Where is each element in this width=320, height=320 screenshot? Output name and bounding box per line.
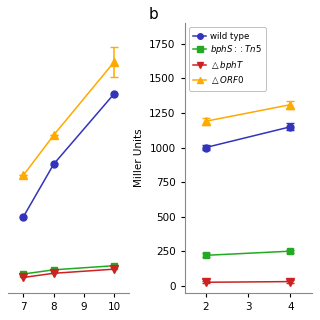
Legend: wild type, $\mathit{bphS::Tn5}$, $\triangle\mathit{bphT}$, $\triangle\mathit{ORF: wild type, $\mathit{bphS::Tn5}$, $\trian…	[189, 28, 266, 91]
Y-axis label: Miller Units: Miller Units	[133, 129, 144, 187]
Text: b: b	[149, 7, 159, 22]
